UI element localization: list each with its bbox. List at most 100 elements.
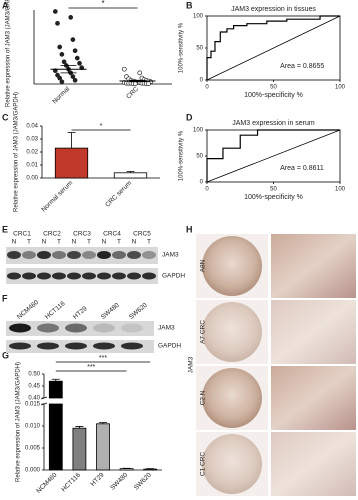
data-point [55, 20, 60, 26]
bar [143, 468, 158, 471]
x-axis-label: 100%-specificity % [244, 92, 303, 99]
bar [48, 403, 63, 471]
blot-band [97, 251, 111, 259]
blot-band [67, 251, 81, 259]
data-point [74, 55, 80, 61]
error-bar [67, 132, 76, 149]
tissue-zoom [271, 432, 356, 496]
blot-band [82, 251, 96, 259]
blot-band [142, 251, 156, 259]
blot-lane: HCT116 [44, 300, 67, 321]
y-axis-label: Relative expression of JAM3 (JAM3/GAPDH) [6, 0, 12, 107]
data-point [57, 44, 63, 50]
blot-band [127, 251, 141, 259]
bar [96, 423, 110, 471]
blot-row-label: JAM3 [162, 252, 179, 259]
blot-band [112, 251, 126, 259]
data-point [57, 75, 63, 81]
error-bar [126, 171, 135, 173]
x-tick-label: NCM460 [35, 471, 58, 494]
x-tick-label: 50 [270, 85, 277, 91]
blot-group: CRC1 [13, 231, 31, 238]
blot-band [142, 272, 156, 280]
x-tick-label: HT29 [89, 471, 105, 487]
y-tick-label: 0.02 [26, 150, 38, 156]
data-point [52, 9, 58, 14]
data-point [121, 66, 127, 72]
blot-lane: N [102, 239, 107, 246]
blot-row-label: GAPDH [158, 343, 181, 350]
panel-label: B [186, 0, 193, 10]
reference-line [206, 129, 341, 183]
error-bar [99, 422, 107, 424]
stain-label: JAM3 [188, 356, 195, 373]
bar [119, 468, 134, 471]
x-tick-label: CRC [125, 85, 140, 100]
blot-lane: T [27, 239, 31, 246]
data-point [72, 77, 78, 83]
blot-group: CRC3 [73, 231, 91, 238]
blot-lane: N [72, 239, 77, 246]
blot-band [82, 272, 96, 280]
y-axis-label: 100%-sensitivity % [179, 130, 185, 181]
blot-lane: NCM460 [16, 299, 40, 321]
y-tick-label: 0.50 [28, 372, 40, 378]
blot-band [97, 272, 111, 280]
y-tick-label: 0.03 [26, 137, 38, 143]
data-point [59, 52, 65, 57]
data-point [59, 79, 65, 85]
sample-label: C2 N [200, 390, 207, 405]
blot-row-label: JAM3 [158, 325, 175, 332]
chart-title: JAM3 expression in tissues [231, 6, 316, 13]
y-tick-label: 0.40 [28, 396, 40, 402]
blot-lane: T [87, 239, 91, 246]
x-tick-label: SW480 [109, 471, 129, 491]
tissue-zoom [271, 366, 356, 430]
blot-band [127, 272, 141, 280]
blot-lane: SW620 [128, 302, 149, 321]
y-axis-label: Relative expression of JAM3 (JAM3/GAPDH) [16, 362, 22, 482]
blot-band [121, 342, 143, 350]
y-tick-label: 0.01 [26, 163, 38, 169]
x-tick-label: 100 [335, 187, 346, 193]
data-point [132, 81, 138, 86]
x-tick-label: HCT116 [60, 471, 82, 493]
sample-label: C1 CRC [200, 452, 207, 477]
y-tick-label: 0.010 [25, 424, 41, 430]
y-tick-label: 50 [196, 46, 203, 52]
y-tick-label: 100 [193, 128, 204, 134]
chart-title: JAM3 expression in serum [232, 120, 315, 127]
data-point [137, 70, 143, 76]
panel-label: H [186, 224, 193, 234]
y-axis-label: Relative expression of JAM3 (JAM3/GAPDH) [14, 92, 20, 212]
y-tick-label: 0.005 [25, 446, 41, 452]
blot-row-label: GAPDH [162, 273, 185, 280]
y-tick-label: 0 [200, 78, 204, 84]
blot-lane: N [12, 239, 17, 246]
panel-label: A [2, 0, 9, 10]
tissue-core [202, 236, 262, 296]
blot-lane: T [117, 239, 121, 246]
panel-label: C [2, 112, 9, 122]
reference-line [206, 15, 341, 81]
tissue-core [202, 302, 262, 362]
blot-band [93, 342, 115, 350]
x-tick-label: 100 [335, 85, 346, 91]
blot-band [112, 272, 126, 280]
y-tick-label: 100 [193, 14, 204, 20]
annotation: Area = 0.8611 [280, 165, 324, 172]
blot-band [93, 323, 115, 333]
blot-band [37, 272, 51, 280]
blot-lane: T [147, 239, 151, 246]
error-bar [129, 79, 146, 83]
y-tick-label: 0.000 [25, 468, 41, 474]
x-tick-label: SW620 [133, 471, 153, 491]
significance-label: *** [87, 364, 95, 371]
data-point [68, 15, 74, 20]
blot-lane: T [57, 239, 61, 246]
data-point [72, 48, 78, 54]
y-tick-label: 0.015 [25, 402, 41, 408]
blot-band [37, 342, 59, 350]
sample-label: A7 CRC [200, 320, 207, 344]
